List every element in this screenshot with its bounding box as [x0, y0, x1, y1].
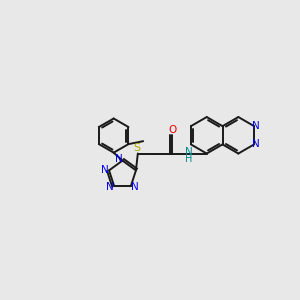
Text: N: N	[185, 147, 193, 157]
Text: N: N	[115, 154, 122, 164]
Text: N: N	[106, 182, 114, 192]
Text: N: N	[252, 121, 260, 131]
Text: S: S	[134, 143, 141, 153]
Text: N: N	[101, 165, 109, 176]
Text: N: N	[252, 140, 260, 149]
Text: H: H	[185, 154, 193, 164]
Text: O: O	[168, 125, 176, 135]
Text: N: N	[131, 182, 139, 192]
